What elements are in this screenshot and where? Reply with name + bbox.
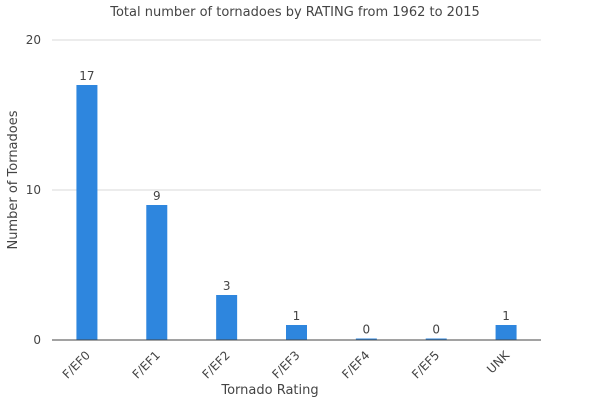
x-tick-label: F/EF3 xyxy=(269,348,302,381)
data-label: 0 xyxy=(363,323,371,337)
y-axis-ticks: 0 10 20 xyxy=(26,33,41,347)
x-axis-ticks: F/EF0 F/EF1 F/EF2 F/EF3 F/EF4 F/EF5 UNK xyxy=(60,347,513,381)
gridlines xyxy=(52,39,541,191)
bars xyxy=(76,85,517,340)
bar-f-ef3 xyxy=(286,325,307,340)
y-tick-label: 20 xyxy=(26,33,41,47)
y-tick-label: 0 xyxy=(33,333,41,347)
y-axis-title: Number of Tornadoes xyxy=(6,110,21,249)
bar-unk xyxy=(495,325,517,340)
x-tick-label: F/EF1 xyxy=(130,348,163,381)
data-label: 3 xyxy=(223,279,231,293)
bar-f-ef0 xyxy=(76,85,98,340)
bar-f-ef4 xyxy=(355,338,377,340)
data-labels: 17 9 3 1 0 0 1 xyxy=(79,69,510,337)
bar-f-ef2 xyxy=(216,295,238,340)
x-tick-label: UNK xyxy=(484,347,513,376)
data-label: 9 xyxy=(153,189,161,203)
x-axis-title: Tornado Rating xyxy=(220,383,318,398)
x-tick-label: F/EF5 xyxy=(409,348,442,381)
data-label: 1 xyxy=(502,309,510,323)
x-tick-label: F/EF4 xyxy=(339,348,372,381)
bar-f-ef5 xyxy=(425,338,447,340)
data-label: 17 xyxy=(79,69,94,83)
data-label: 0 xyxy=(432,323,440,337)
chart-title: Total number of tornadoes by RATING from… xyxy=(109,5,480,20)
data-label: 1 xyxy=(293,309,301,323)
bar-f-ef1 xyxy=(146,205,168,340)
x-tick-label: F/EF2 xyxy=(199,348,232,381)
y-tick-label: 10 xyxy=(26,183,41,197)
x-tick-label: F/EF0 xyxy=(60,348,93,381)
